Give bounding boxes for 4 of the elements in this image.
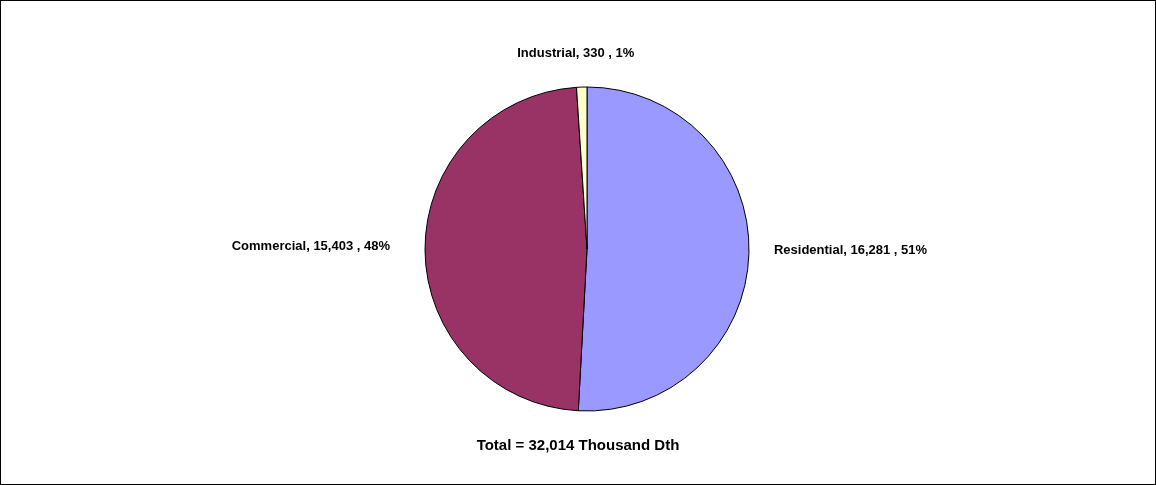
- slice-label: Commercial, 15,403 , 48%: [231, 237, 391, 253]
- slice-label: Residential, 16,281 , 51%: [773, 241, 928, 257]
- text: Total = 32,014 Thousand Dth: [475, 436, 681, 453]
- slice-label: Industrial, 330 , 1%: [517, 44, 635, 60]
